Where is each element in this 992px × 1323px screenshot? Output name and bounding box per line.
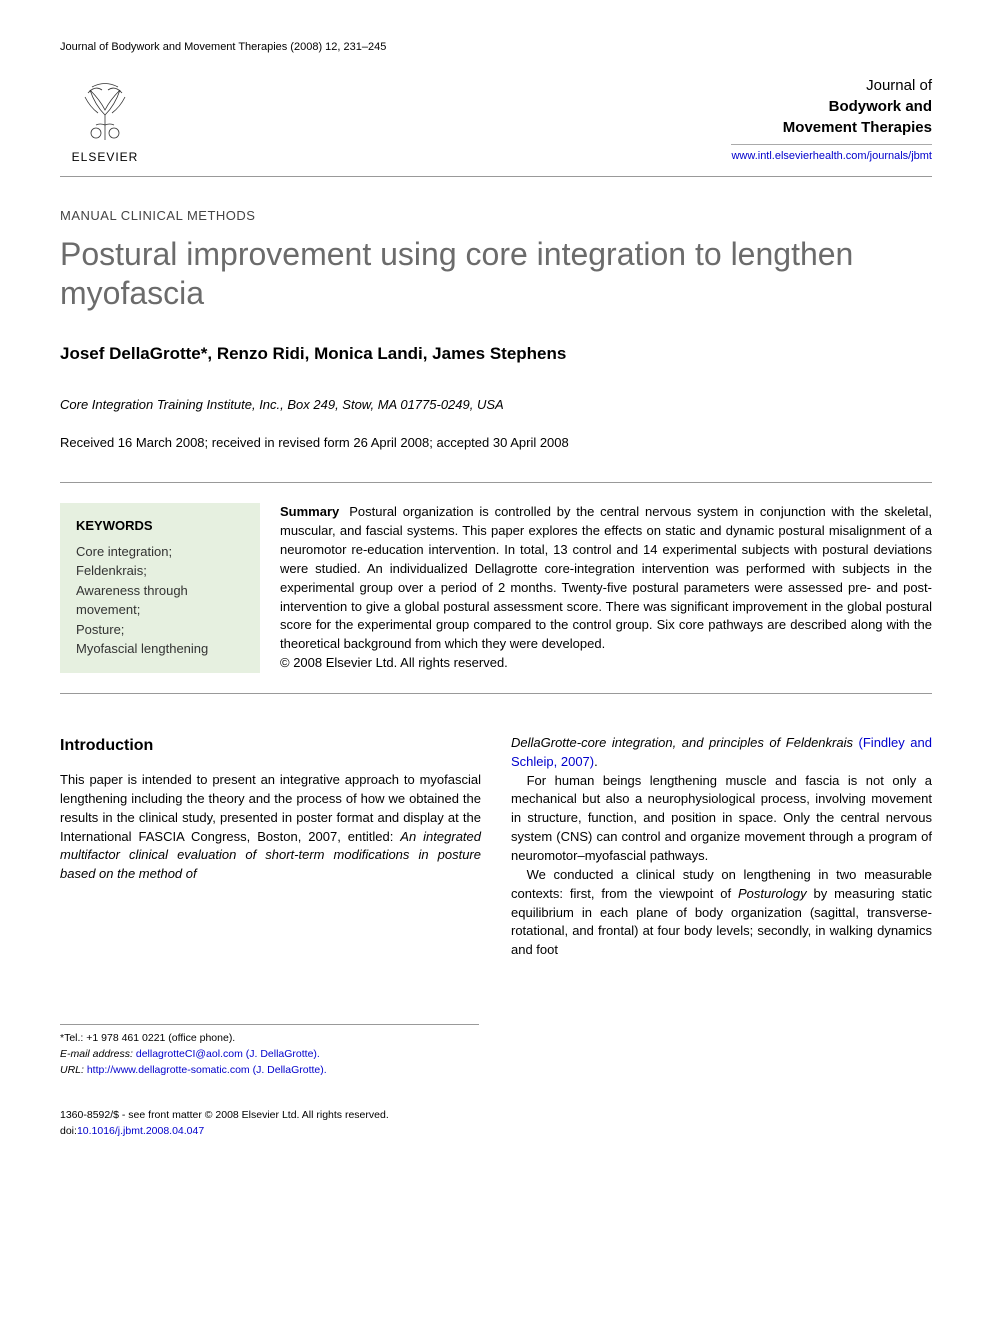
footnote-url-label: URL: [60,1064,87,1076]
journal-title-box: Journal of Bodywork and Movement Therapi… [731,75,932,165]
header-citation: Journal of Bodywork and Movement Therapi… [60,40,932,55]
summary-label: Summary [280,504,349,519]
intro-paragraph-1b: DellaGrotte-core integration, and princi… [511,734,932,772]
journal-url-link[interactable]: www.intl.elsevierhealth.com/journals/jbm… [731,144,932,164]
footnote-url-line: URL: http://www.dellagrotte-somatic.com … [60,1063,479,1079]
bottom-info: 1360-8592/$ - see front matter © 2008 El… [60,1108,932,1140]
authors: Josef DellaGrotte*, Renzo Ridi, Monica L… [60,342,932,366]
intro-paragraph-1: This paper is intended to present an int… [60,771,481,884]
keywords-box: KEYWORDS Core integration; Feldenkrais; … [60,503,260,672]
abstract-block: KEYWORDS Core integration; Feldenkrais; … [60,482,932,694]
issn-line: 1360-8592/$ - see front matter © 2008 El… [60,1108,932,1124]
doi-line: doi:10.1016/j.jbmt.2008.04.047 [60,1124,932,1140]
keywords-list: Core integration; Feldenkrais; Awareness… [76,542,244,659]
journal-name-line-2: Bodywork and [731,96,932,117]
doi-link[interactable]: 10.1016/j.jbmt.2008.04.047 [77,1125,204,1137]
submission-dates: Received 16 March 2008; received in revi… [60,434,932,452]
footnote-tel: *Tel.: +1 978 461 0221 (office phone). [60,1031,479,1047]
doi-label: doi: [60,1125,77,1137]
intro-paragraph-3: We conducted a clinical study on lengthe… [511,866,932,960]
body-columns: Introduction This paper is intended to p… [60,734,932,964]
section-label: MANUAL CLINICAL METHODS [60,207,932,225]
summary-copyright: © 2008 Elsevier Ltd. All rights reserved… [280,655,508,670]
introduction-heading: Introduction [60,734,481,757]
journal-name-line-1: Journal of [731,75,932,96]
footnote-url-link[interactable]: http://www.dellagrotte-somatic.com (J. D… [87,1064,327,1076]
intro-paragraph-2: For human beings lengthening muscle and … [511,772,932,866]
elsevier-tree-icon [70,75,140,145]
intro-p3-italic: Posturology [738,886,807,901]
column-left: Introduction This paper is intended to p… [60,734,481,964]
publisher-logo: ELSEVIER [60,75,150,166]
footnote-email-line: E-mail address: dellagrotteCI@aol.com (J… [60,1047,479,1063]
top-divider [60,176,932,177]
journal-name-line-3: Movement Therapies [731,117,932,138]
publisher-name: ELSEVIER [72,149,139,166]
column-right: DellaGrotte-core integration, and princi… [511,734,932,964]
footnote-block: *Tel.: +1 978 461 0221 (office phone). E… [60,1024,479,1078]
summary-body: Postural organization is controlled by t… [280,504,932,651]
keywords-heading: KEYWORDS [76,517,244,535]
article-title: Postural improvement using core integrat… [60,235,932,312]
footnote-email-label: E-mail address: [60,1048,136,1060]
affiliation: Core Integration Training Institute, Inc… [60,396,932,414]
footnote-email-link[interactable]: dellagrotteCI@aol.com (J. DellaGrotte). [136,1048,320,1060]
intro-p1b-end: . [594,754,598,769]
intro-p1b-italic: DellaGrotte-core integration, and princi… [511,735,859,750]
summary-text: SummaryPostural organization is controll… [260,503,932,673]
top-bar: ELSEVIER Journal of Bodywork and Movemen… [60,75,932,166]
